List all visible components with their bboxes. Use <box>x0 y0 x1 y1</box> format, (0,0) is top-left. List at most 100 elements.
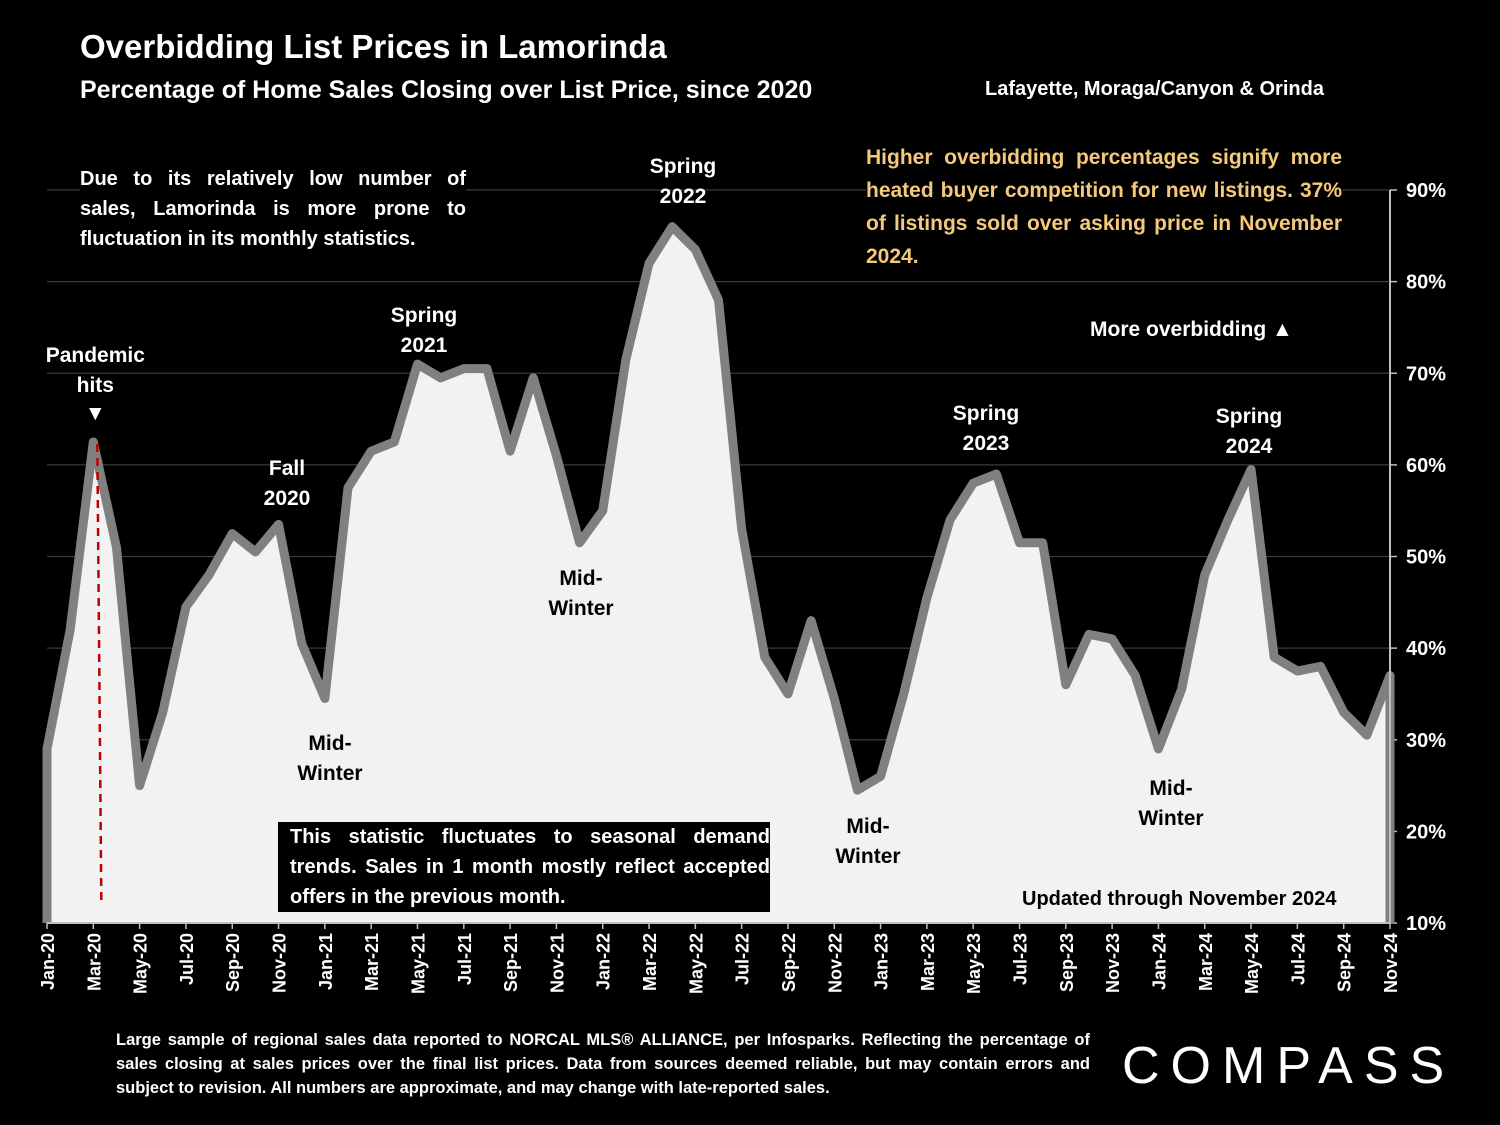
season-annotation: Mid- <box>1149 777 1192 800</box>
x-tick-label: Nov-21 <box>547 933 567 993</box>
data-point <box>879 774 883 778</box>
data-point <box>91 440 95 444</box>
x-tick-label: May-24 <box>1242 933 1262 994</box>
x-tick-label: Jul-24 <box>1288 933 1308 985</box>
y-tick-label: 30% <box>1406 730 1446 752</box>
season-annotation: Mid- <box>559 567 602 590</box>
data-point <box>948 518 952 522</box>
x-tick-label: Jan-23 <box>872 933 892 990</box>
data-point <box>855 788 859 792</box>
y-tick-label: 20% <box>1406 821 1446 843</box>
data-point <box>277 522 281 526</box>
data-point <box>1319 664 1323 668</box>
data-point <box>1133 674 1137 678</box>
season-annotation: Winter <box>297 762 362 785</box>
x-tick-label: Jul-20 <box>177 933 197 985</box>
pandemic-marker-line <box>96 443 103 901</box>
data-point <box>415 362 419 366</box>
data-point <box>1041 541 1045 545</box>
low-sales-note: Due to its relatively low number of sale… <box>80 164 466 254</box>
data-point <box>184 605 188 609</box>
data-point <box>346 486 350 490</box>
y-tick-label: 50% <box>1406 547 1446 569</box>
data-point <box>717 298 720 302</box>
x-tick-label: Mar-20 <box>84 933 104 991</box>
page-title: Overbidding List Prices in Lamorinda <box>80 28 667 65</box>
compass-logo: COMPASS <box>1122 1037 1456 1095</box>
x-tick-label: Jan-21 <box>316 933 336 990</box>
data-point <box>531 376 535 380</box>
season-annotation: 2020 <box>264 487 311 510</box>
x-tick-label: Jul-21 <box>455 933 475 985</box>
x-tick-label: Mar-24 <box>1196 933 1216 991</box>
data-point <box>1249 467 1253 471</box>
data-point <box>693 248 697 252</box>
data-point <box>1087 632 1091 636</box>
x-tick-label: Mar-21 <box>362 933 382 991</box>
data-point <box>670 225 674 229</box>
data-point <box>1180 687 1184 691</box>
data-point <box>786 692 790 696</box>
season-annotation: Spring <box>391 304 458 327</box>
season-annotation: Winter <box>548 597 613 620</box>
data-point <box>971 481 975 485</box>
overbid-note: Higher overbidding percentages signify m… <box>866 141 1342 273</box>
x-tick-label: Nov-24 <box>1381 933 1401 993</box>
region-label: Lafayette, Moraga/Canyon & Orinda <box>985 78 1324 100</box>
season-annotation: 2021 <box>401 334 448 357</box>
data-point <box>925 596 929 600</box>
x-tick-label: Jan-20 <box>38 933 58 990</box>
data-point <box>323 697 327 701</box>
x-tick-label: Jan-24 <box>1149 933 1169 990</box>
data-point <box>1272 655 1276 659</box>
x-tick-label: Sep-24 <box>1335 933 1355 992</box>
data-point <box>369 449 373 453</box>
season-annotation: 2022 <box>660 185 707 208</box>
season-annotation: 2023 <box>963 432 1010 455</box>
y-tick-label: 60% <box>1406 455 1446 477</box>
seasonal-note: This statistic fluctuates to seasonal de… <box>278 822 770 912</box>
y-tick-label: 80% <box>1406 272 1446 294</box>
season-annotation: Spring <box>650 155 717 178</box>
y-tick-label: 90% <box>1406 180 1446 202</box>
x-tick-label: May-23 <box>964 933 984 994</box>
data-point <box>1365 733 1369 737</box>
data-point <box>601 509 605 513</box>
x-tick-label: May-21 <box>408 933 428 994</box>
data-point <box>392 440 396 444</box>
data-point <box>1156 747 1160 751</box>
data-point <box>45 747 49 751</box>
x-tick-label: Jul-22 <box>733 933 753 985</box>
pandemic-arrow-icon: ▼ <box>85 402 106 425</box>
data-point <box>554 454 558 458</box>
data-point <box>647 261 651 265</box>
data-point <box>161 710 165 714</box>
data-point <box>485 367 489 371</box>
data-point <box>624 358 628 362</box>
data-point <box>138 784 142 788</box>
season-annotation: Spring <box>953 402 1020 425</box>
data-point <box>1342 710 1346 714</box>
x-tick-label: Nov-23 <box>1103 933 1123 993</box>
x-tick-label: Mar-23 <box>918 933 938 991</box>
data-point <box>1018 541 1022 545</box>
page-subtitle: Percentage of Home Sales Closing over Li… <box>80 76 813 104</box>
data-point <box>207 573 211 577</box>
data-point <box>462 367 466 371</box>
data-point <box>809 619 813 623</box>
data-point <box>508 449 512 453</box>
y-tick-label: 40% <box>1406 638 1446 660</box>
data-point <box>300 642 304 646</box>
season-annotation: Mid- <box>846 815 889 838</box>
data-point <box>1064 683 1068 687</box>
footer-disclaimer: Large sample of regional sales data repo… <box>116 1031 1090 1097</box>
data-point <box>114 545 118 549</box>
data-point <box>230 532 234 536</box>
data-point <box>740 527 744 531</box>
x-tick-label: Sep-23 <box>1057 933 1077 992</box>
y-tick-label: 10% <box>1406 913 1446 935</box>
data-point <box>439 376 443 380</box>
x-tick-label: Nov-22 <box>825 933 845 993</box>
data-point <box>1203 573 1207 577</box>
data-point <box>68 628 72 632</box>
